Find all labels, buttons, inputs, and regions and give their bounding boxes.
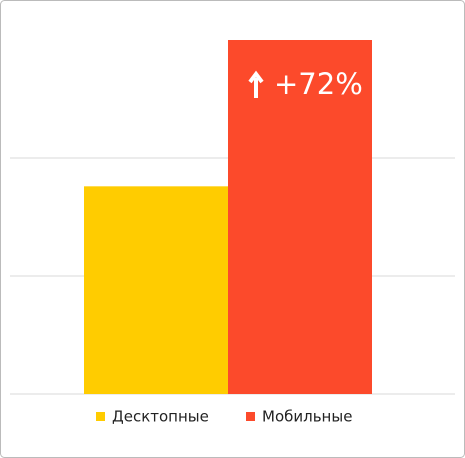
- legend-swatch: [96, 412, 105, 421]
- bar: [228, 40, 372, 394]
- arrow-icon: [248, 70, 264, 98]
- legend-label: Мобильные: [262, 408, 352, 426]
- legend-swatch: [246, 412, 255, 421]
- bar: [84, 186, 228, 394]
- annotation: +72%: [274, 67, 363, 101]
- legend-label: Десктопные: [112, 408, 209, 426]
